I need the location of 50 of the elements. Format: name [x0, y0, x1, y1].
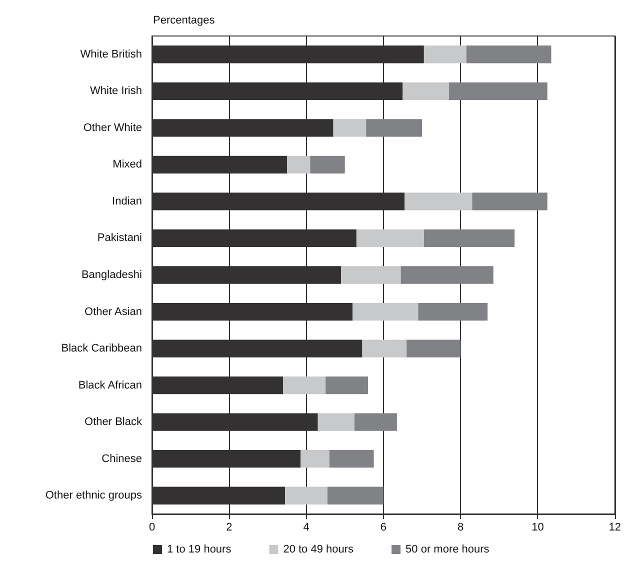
bar	[366, 119, 422, 137]
bar	[472, 192, 548, 210]
x-tick-label: 4	[303, 522, 310, 534]
bar	[362, 340, 407, 358]
y-tick-label: Other White	[83, 122, 142, 134]
bar	[404, 192, 472, 210]
x-tick-label: 6	[380, 522, 387, 534]
y-tick-label: Bangladeshi	[81, 269, 142, 281]
bar	[333, 119, 366, 137]
x-axis-title: Percentages	[153, 14, 216, 26]
bar	[449, 82, 548, 100]
bar	[356, 229, 424, 248]
y-tick-label: Mixed	[112, 158, 142, 171]
x-tick-label: 12	[608, 522, 622, 534]
y-tick-label: White British	[80, 48, 142, 60]
y-tick-label: Pakistani	[97, 232, 142, 244]
bar	[352, 302, 418, 321]
bar	[300, 450, 330, 468]
x-tick-label: 8	[458, 522, 464, 534]
bar	[326, 376, 368, 394]
y-tick-label: Other Black	[84, 416, 142, 428]
bar	[400, 266, 494, 284]
y-tick-label: Black Caribbean	[61, 342, 142, 355]
legend-label: 1 to 19 hours	[167, 544, 232, 556]
bar	[328, 486, 384, 504]
bar	[402, 82, 450, 100]
x-tick-label: 0	[148, 522, 156, 534]
y-tick-label: Other Asian	[84, 306, 142, 318]
bar	[283, 376, 326, 394]
bar	[418, 302, 488, 321]
y-tick-label: Other ethnic groups	[45, 490, 142, 502]
x-tick-label: 10	[532, 522, 544, 534]
bar	[424, 229, 515, 248]
bar	[285, 486, 328, 504]
bar	[424, 46, 466, 64]
y-tick-label: White Irish	[90, 85, 142, 98]
y-tick-label: Black African	[78, 379, 142, 392]
y-tick-label: Indian	[112, 195, 142, 208]
bar	[310, 156, 345, 174]
bar	[287, 156, 310, 174]
bar	[341, 266, 401, 284]
bar	[318, 413, 355, 431]
bar	[354, 413, 397, 431]
legend-label: 20 to 49 hours	[283, 544, 354, 556]
legend-label: 50 or more hours	[406, 544, 490, 556]
x-tick-label: 2	[226, 522, 232, 534]
y-tick-label: Chinese	[102, 452, 142, 465]
bar	[329, 450, 374, 468]
bar	[406, 340, 461, 358]
bar	[466, 46, 552, 64]
